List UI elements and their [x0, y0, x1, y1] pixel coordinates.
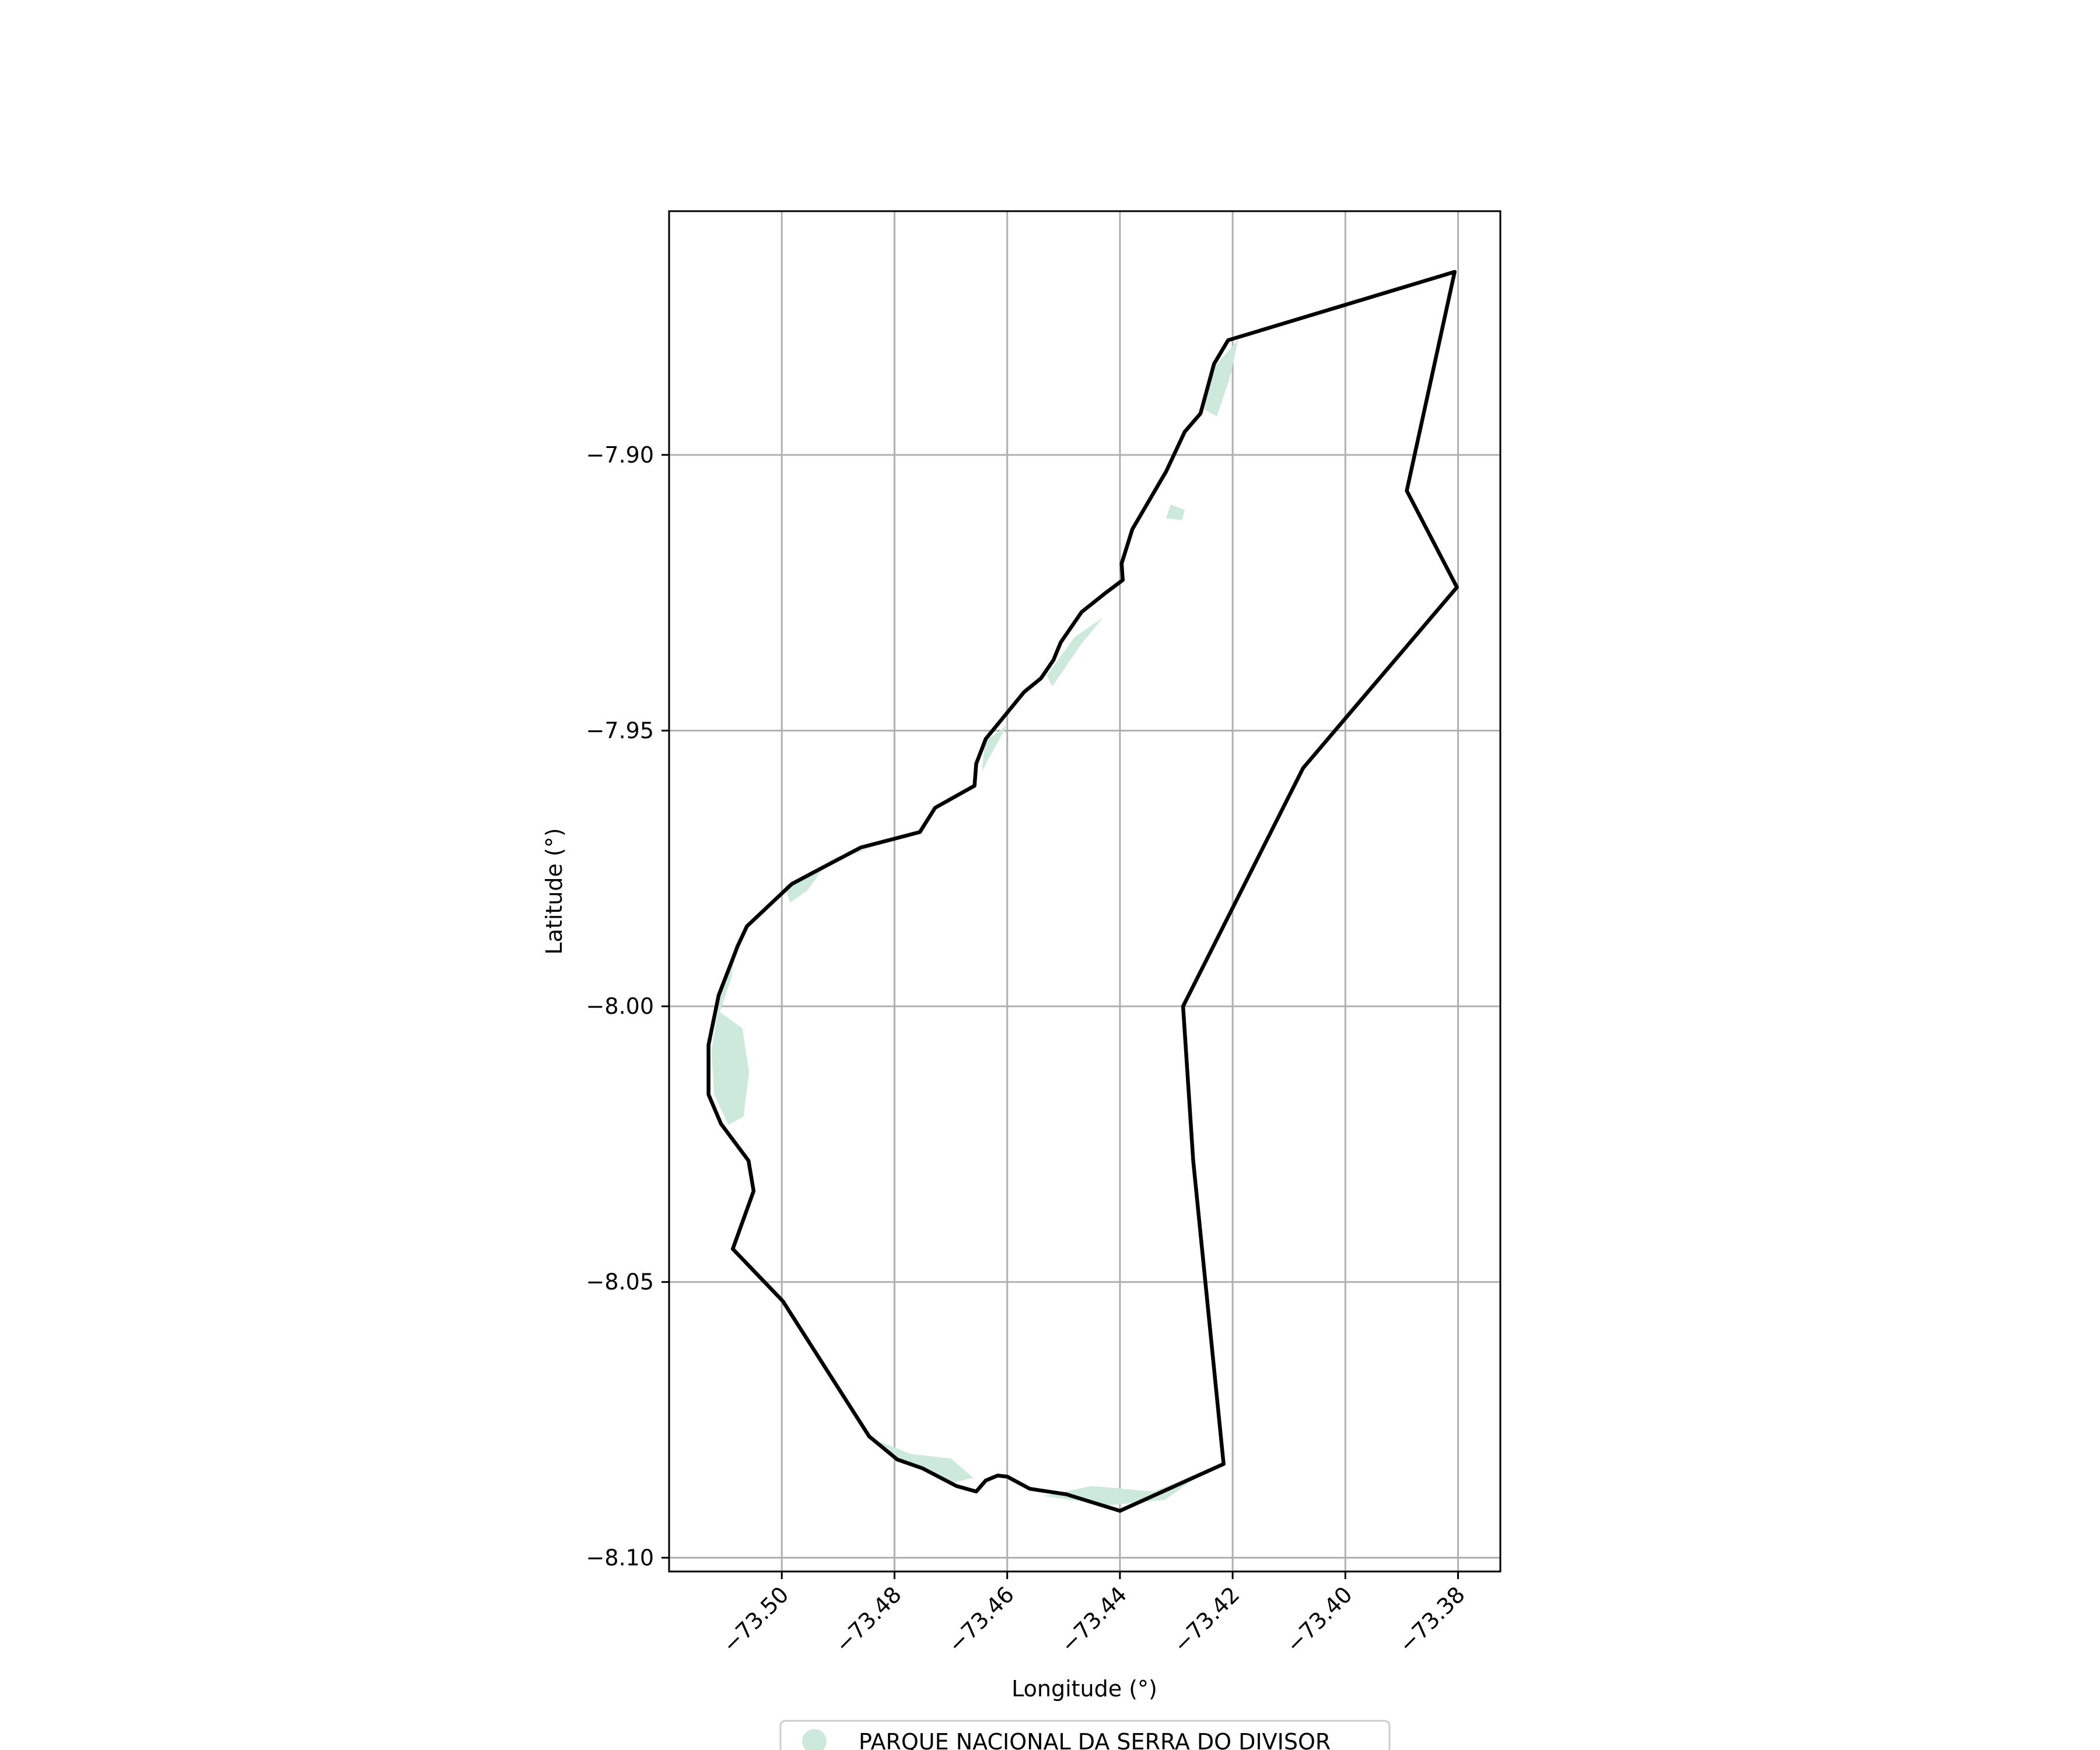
park-area-patch [1204, 339, 1238, 416]
x-axis-label: Longitude (°) [1012, 1676, 1157, 1702]
park-area-patch [1044, 1469, 1208, 1506]
grid-lines [669, 211, 1500, 1572]
park-area-patch [1166, 504, 1185, 520]
park-area-patch [1046, 617, 1103, 687]
park-area-patches [711, 339, 1238, 1506]
y-axis-label: Latitude (°) [541, 828, 567, 954]
park-area-patch [982, 725, 1007, 772]
legend-box [779, 1720, 1391, 1750]
y-tick-label: −8.00 [586, 993, 654, 1019]
park-boundary-layer [706, 270, 1459, 1513]
y-tick-label: −8.10 [586, 1545, 654, 1570]
park-area-patch [873, 1439, 974, 1483]
legend-marker-circle-icon [802, 1729, 827, 1750]
legend: PARQUE NACIONAL DA SERRA DO DIVISOR [779, 1720, 1391, 1750]
park-area-patch [711, 940, 750, 1125]
y-tick-label: −7.90 [586, 442, 654, 468]
park-boundary-outline [706, 270, 1459, 1513]
plot-frame [668, 210, 1502, 1573]
y-tick-label: −8.05 [586, 1269, 654, 1295]
park-area-patch [785, 845, 878, 903]
y-axis-ticks: −7.90 −7.95 −8.00 −8.05 −8.10 [586, 442, 669, 1570]
y-tick-label: −7.95 [586, 718, 654, 743]
legend-entry-label: PARQUE NACIONAL DA SERRA DO DIVISOR [859, 1729, 1331, 1750]
